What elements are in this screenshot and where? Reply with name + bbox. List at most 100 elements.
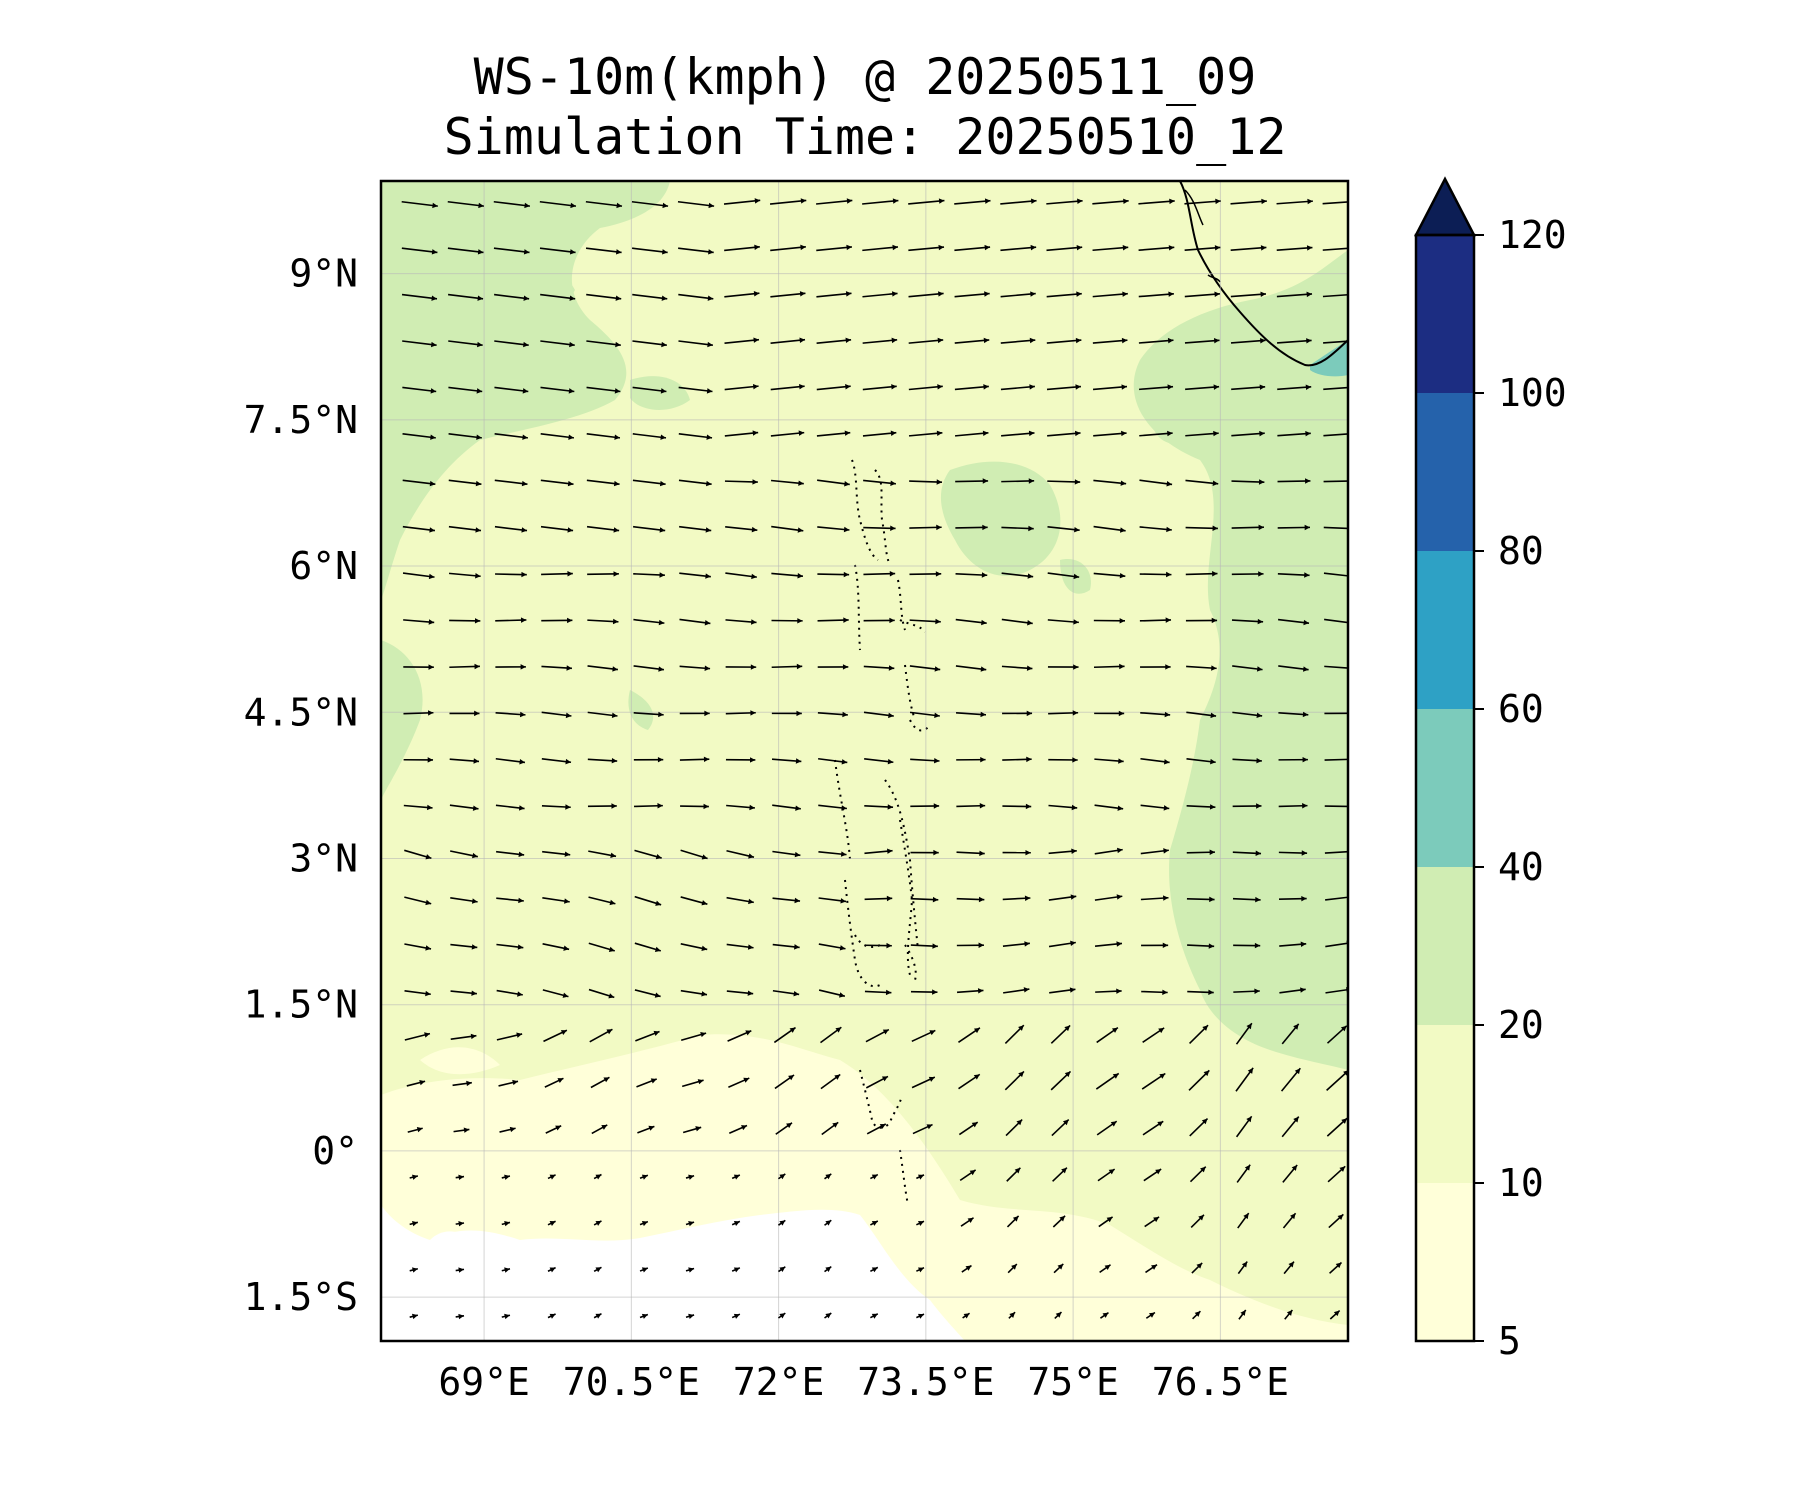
wind-arrow-head (549, 1267, 556, 1273)
wind-arrow-head (789, 1027, 796, 1033)
colorbar-tick-label: 60 (1498, 687, 1544, 731)
wind-arrow-head (1026, 665, 1033, 671)
wind-arrow-head (1122, 245, 1129, 251)
wind-arrow-head (701, 854, 708, 860)
wind-arrow-head (703, 756, 710, 763)
wind-arrow-head (701, 900, 708, 906)
wind-arrow-head (889, 571, 896, 577)
wind-arrow (1231, 432, 1265, 437)
wind-arrow (908, 246, 945, 252)
colorbar-segment (1416, 1025, 1474, 1183)
chart-title: WS-10m(kmph) @ 20250511_09 (473, 48, 1257, 106)
wind-arrow (678, 340, 713, 346)
wind-arrow-head (733, 1267, 740, 1273)
colorbar-extend-arrow (1413, 176, 1477, 237)
wind-arrow-head (466, 1080, 472, 1087)
wind-arrow-head (1117, 805, 1124, 811)
wind-arrow-head (616, 202, 623, 209)
wind-arrow (954, 246, 991, 252)
wind-arrow-head (1352, 338, 1358, 343)
wind-arrow-head (1070, 940, 1076, 947)
wind-arrow-head (697, 1079, 704, 1085)
wind-arrow (1231, 385, 1266, 391)
wind-arrow (448, 479, 482, 486)
wind-arrow-head (568, 434, 574, 440)
wind-arrow-head (411, 1313, 418, 1320)
wind-arrow-head (1213, 430, 1219, 437)
lon-tick-label: 76.5°E (1152, 1360, 1289, 1404)
wind-arrow-head (1118, 758, 1124, 764)
wind-arrow-head (475, 480, 482, 487)
colorbar-frame (1414, 233, 1476, 1343)
wind-arrow-head (1213, 337, 1220, 344)
wind-arrow-head (839, 945, 846, 951)
colorbar-segment (1416, 235, 1474, 393)
wind-arrow-head (982, 478, 989, 484)
wind-arrow-head (1072, 757, 1078, 763)
wind-arrow-head (458, 1267, 465, 1273)
wind-arrow (1139, 432, 1173, 437)
wind-arrow-head (555, 1125, 562, 1131)
wind-arrow (1276, 200, 1313, 205)
wind-arrow-head (1074, 479, 1081, 485)
wind-arrow-head (932, 896, 939, 903)
wind-arrow (1000, 292, 1036, 298)
wind-arrow-head (707, 341, 713, 348)
wind-arrow-head (1261, 198, 1267, 205)
wind-arrow-head (971, 1122, 978, 1128)
wind-arrow-head (825, 1313, 832, 1319)
wind-arrow-head (932, 989, 938, 995)
wind-arrow (770, 338, 806, 344)
wind-arrow-head (1305, 384, 1312, 390)
wind-arrow-head (565, 712, 572, 719)
wind-arrow-head (1159, 1073, 1166, 1079)
wind-arrow-head (1106, 1216, 1113, 1223)
wind-arrow-head (965, 1265, 972, 1271)
wind-arrow-head (887, 804, 894, 810)
wind-arrow (539, 200, 577, 207)
wind-arrow-head (973, 1074, 980, 1080)
wind-arrow-head (603, 1077, 610, 1083)
wind-arrow (955, 526, 988, 529)
wind-arrow-head (1148, 1312, 1155, 1318)
wind-arrow-head (933, 803, 940, 809)
wind-arrow-head (751, 526, 758, 533)
wind-arrow (1138, 292, 1174, 298)
wind-arrow-head (800, 198, 807, 204)
wind-arrow (1230, 339, 1266, 344)
wind-arrow-head (1064, 1025, 1071, 1032)
wind-arrow-head (430, 388, 437, 394)
wind-arrow-head (613, 527, 620, 533)
wind-arrow-head (980, 756, 986, 763)
wind-arrow-head (825, 1173, 832, 1180)
wind-arrow-head (886, 895, 893, 902)
wind-arrow-head (935, 571, 942, 577)
wind-arrow-head (1119, 663, 1125, 670)
wind-arrow-head (1018, 1025, 1024, 1031)
wind-arrow (769, 199, 807, 205)
wind-arrow-head (416, 1126, 423, 1133)
wind-arrow-head (1301, 895, 1307, 902)
wind-arrow (494, 386, 529, 393)
wind-arrow-head (1349, 757, 1354, 762)
wind-arrow (586, 433, 621, 439)
wind-arrow-head (655, 853, 662, 860)
wind-arrow-head (1121, 337, 1128, 344)
wind-arrow-head (800, 244, 806, 251)
wind-arrow-head (1335, 1262, 1342, 1269)
wind-arrow-head (843, 526, 850, 533)
wind-arrow (1323, 572, 1348, 577)
wind-arrow-head (660, 388, 667, 394)
wind-arrow-head (1057, 1263, 1064, 1270)
wind-arrow (1139, 526, 1172, 531)
wind-arrow-head (1349, 665, 1355, 670)
wind-arrow-head (1012, 1215, 1019, 1222)
wind-arrow (908, 199, 945, 205)
wind-arrow-head (521, 571, 527, 578)
wind-arrow-head (825, 1266, 832, 1273)
chart-subtitle: Simulation Time: 20250510_12 (443, 108, 1287, 166)
wind-arrow-head (1213, 384, 1220, 390)
wind-arrow (1184, 339, 1220, 344)
wind-arrow (1276, 293, 1313, 298)
